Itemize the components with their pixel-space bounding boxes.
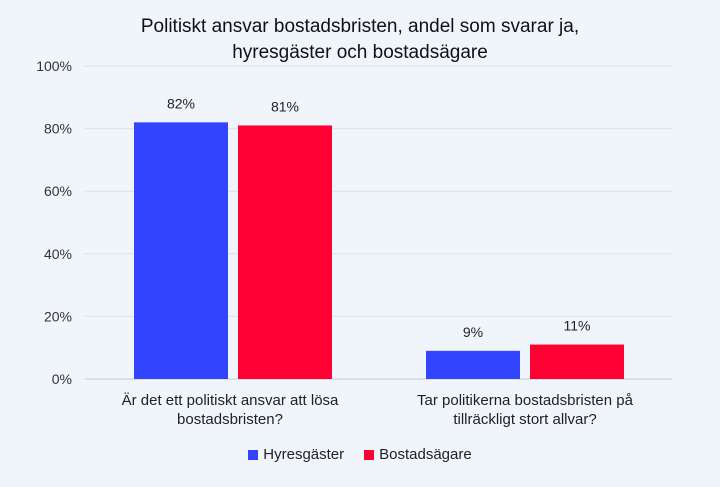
y-tick-label: 40%	[44, 246, 72, 262]
y-tick-label: 20%	[44, 308, 72, 324]
chart-title: Politiskt ansvar bostadsbristen, andel s…	[0, 14, 720, 66]
data-label: 9%	[463, 324, 483, 340]
legend-item-hyresgaster: Hyresgäster	[248, 446, 344, 463]
legend-label: Bostadsägare	[379, 446, 472, 463]
bar-bostadsägare	[530, 344, 624, 379]
legend-swatch	[248, 449, 259, 460]
bar-hyresgäster	[426, 350, 520, 379]
title-line-1: Politiskt ansvar bostadsbristen, andel s…	[140, 16, 580, 37]
y-tick-label: 60%	[44, 183, 72, 199]
legend: Hyresgäster Bostadsägare	[0, 446, 720, 463]
x-label-2: Tar politikerna bostadsbristen på tillräc…	[385, 391, 665, 429]
legend-swatch	[364, 449, 375, 460]
legend-item-bostadsagare: Bostadsägare	[364, 446, 472, 463]
data-label: 82%	[167, 95, 195, 111]
x-label-2-line-2: tillräckligt stort allvar?	[453, 411, 597, 428]
x-label-1-line-2: bostadsbristen?	[177, 411, 283, 428]
y-tick-label: 100%	[36, 58, 72, 74]
y-tick-label: 0%	[52, 371, 72, 387]
data-label: 81%	[271, 98, 299, 114]
x-label-2-line-1: Tar politikerna bostadsbristen på	[417, 392, 633, 409]
title-line-2: hyresgäster och bostadsägare	[232, 42, 488, 63]
data-label: 11%	[564, 318, 591, 334]
legend-label: Hyresgäster	[263, 446, 345, 463]
x-label-1-line-1: Är det ett politiskt ansvar att lösa	[121, 392, 339, 409]
bar-hyresgäster	[134, 122, 228, 379]
bar-bostadsägare	[238, 125, 332, 379]
x-label-1: Är det ett politiskt ansvar att lösa bost…	[90, 391, 370, 429]
y-tick-label: 80%	[44, 121, 72, 137]
